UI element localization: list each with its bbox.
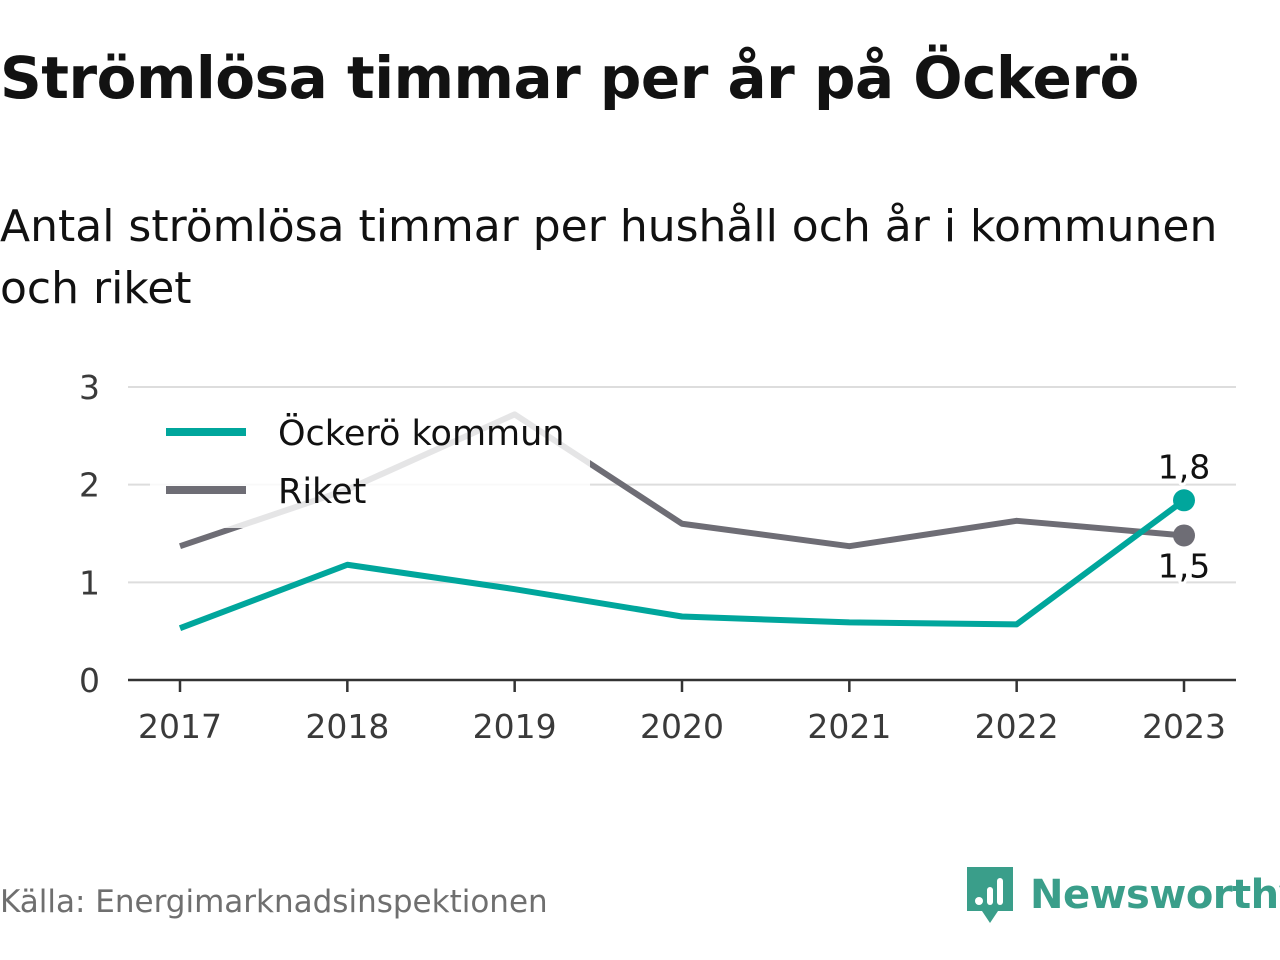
x-tick-label: 2021 xyxy=(807,707,891,746)
x-tick-label: 2018 xyxy=(305,707,389,746)
x-tick-label: 2019 xyxy=(473,707,557,746)
logo-bar-2 xyxy=(997,878,1003,905)
newsworthy-logo-icon xyxy=(967,867,1013,923)
end-label: 1,5 xyxy=(1158,546,1210,585)
y-tick-label: 1 xyxy=(79,563,100,602)
brand-logo[interactable]: Newsworthy xyxy=(964,864,1280,926)
end-point xyxy=(1173,489,1195,512)
legend-background xyxy=(150,400,590,528)
x-axis-tick-labels: 2017 2018 2019 2020 2021 2022 2023 xyxy=(138,707,1226,746)
y-tick-label: 2 xyxy=(79,466,100,505)
y-tick-label: 0 xyxy=(79,661,100,700)
source-note: Källa: Energimarknadsinspektionen xyxy=(0,884,548,920)
logo-bar-1 xyxy=(987,887,993,905)
legend-label: Riket xyxy=(278,472,366,512)
x-tick-label: 2022 xyxy=(975,707,1059,746)
end-point xyxy=(1173,524,1195,547)
x-tick-label: 2020 xyxy=(640,707,724,746)
logo-dot xyxy=(975,897,983,905)
end-label: 1,8 xyxy=(1158,447,1210,486)
x-tick-label: 2017 xyxy=(138,707,222,746)
x-axis xyxy=(128,678,1236,692)
brand-name: Newsworthy xyxy=(1030,872,1280,918)
chart-title: Strömlösa timmar per år på Öckerö xyxy=(0,44,1139,112)
y-tick-label: 3 xyxy=(79,368,100,407)
chart-subtitle: Antal strömlösa timmar per hushåll och å… xyxy=(0,201,1218,314)
legend-label: Öckerö kommun xyxy=(278,412,565,454)
x-tick-label: 2023 xyxy=(1142,707,1226,746)
legend: Öckerö kommun Riket xyxy=(150,400,590,528)
y-axis-tick-labels: 0 1 2 3 xyxy=(79,368,100,700)
end-labels: 1,8 1,5 xyxy=(1155,444,1213,588)
